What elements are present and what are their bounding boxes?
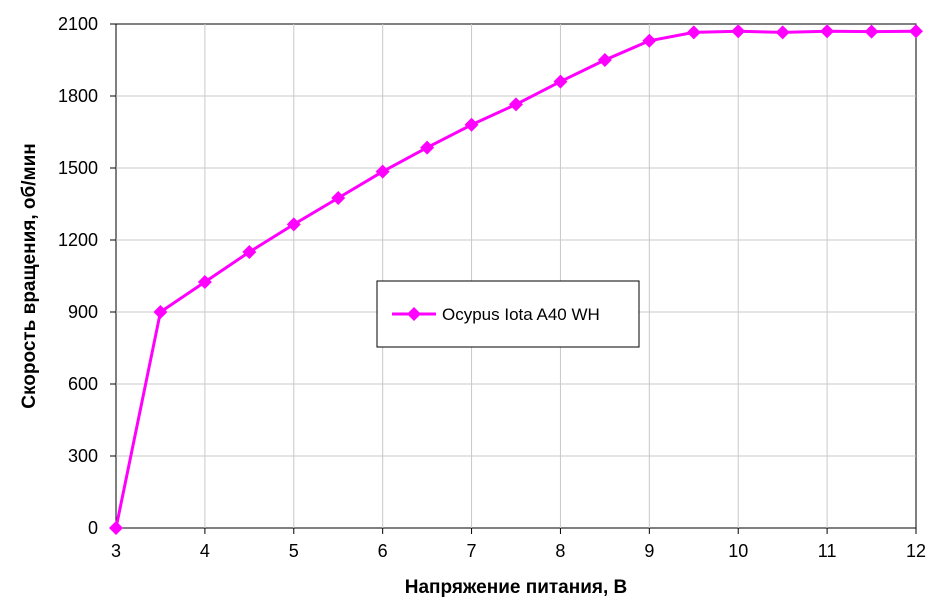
y-tick-label: 300 bbox=[68, 446, 98, 466]
data-point-marker bbox=[553, 74, 568, 89]
x-tick-label: 3 bbox=[111, 541, 121, 561]
x-tick-label: 5 bbox=[289, 541, 299, 561]
data-point-marker bbox=[509, 97, 523, 112]
x-axis-title: Напряжение питания, В bbox=[405, 577, 628, 598]
legend: Ocypus Iota A40 WH bbox=[376, 280, 640, 348]
data-point-marker bbox=[731, 24, 746, 39]
data-point-marker bbox=[642, 33, 657, 48]
data-point-marker bbox=[864, 24, 879, 39]
y-tick-label: 1500 bbox=[58, 158, 98, 178]
legend-entry-label: Ocypus Iota A40 WH bbox=[442, 305, 600, 324]
data-point-marker bbox=[775, 25, 790, 40]
data-point-marker bbox=[420, 140, 435, 155]
legend-marker bbox=[407, 307, 421, 321]
data-point-marker bbox=[286, 217, 301, 232]
y-tick-label: 600 bbox=[68, 374, 98, 394]
x-tick-label: 6 bbox=[378, 541, 388, 561]
x-tick-label: 11 bbox=[818, 541, 837, 561]
data-point-marker bbox=[197, 275, 212, 289]
y-tick-label: 1800 bbox=[58, 86, 98, 106]
data-point-marker bbox=[909, 24, 923, 39]
tick-labels: 3 4 5 6 7 8 9 10 11 12 0 300 600 900 1200 1500 1800 2100 bbox=[58, 14, 926, 561]
y-axis-title: Скорость вращения, об/мин bbox=[19, 143, 40, 408]
y-tick-label: 0 bbox=[88, 518, 98, 538]
data-point-marker bbox=[597, 53, 612, 67]
data-point-marker bbox=[242, 245, 257, 259]
data-point-marker bbox=[820, 24, 835, 39]
x-tick-label: 10 bbox=[728, 541, 748, 561]
data-point-marker bbox=[331, 191, 346, 205]
grid-lines bbox=[116, 24, 916, 528]
y-tick-label: 1200 bbox=[58, 230, 98, 250]
series-layer bbox=[109, 24, 923, 535]
x-tick-label: 7 bbox=[467, 541, 477, 561]
x-tick-label: 12 bbox=[906, 541, 926, 561]
data-point-marker bbox=[464, 117, 479, 132]
x-tick-label: 8 bbox=[555, 541, 565, 561]
data-point-marker bbox=[109, 521, 123, 535]
x-tick-label: 9 bbox=[644, 541, 654, 561]
data-point-marker bbox=[375, 164, 390, 179]
data-point-marker bbox=[153, 305, 168, 319]
x-tick-label: 4 bbox=[200, 541, 210, 561]
data-point-marker bbox=[686, 25, 701, 40]
y-tick-label: 2100 bbox=[58, 14, 98, 34]
y-tick-label: 900 bbox=[68, 302, 98, 322]
